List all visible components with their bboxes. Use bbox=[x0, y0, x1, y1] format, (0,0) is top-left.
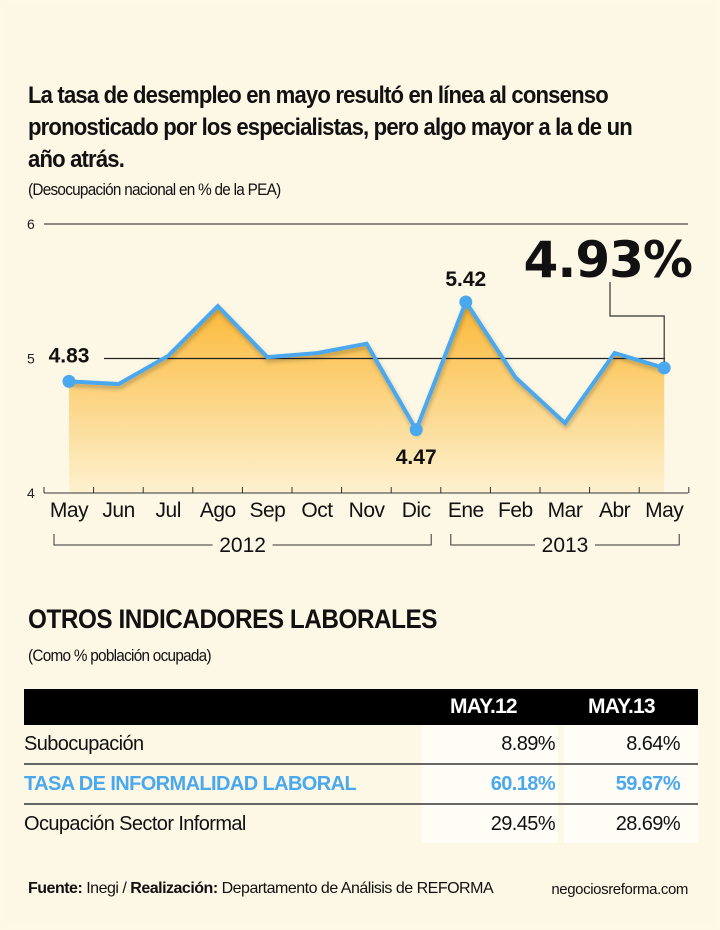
chart-subtitle: (Desocupación nacional en % de la PEA) bbox=[28, 180, 281, 199]
table-row-highlighted: TASA DE INFORMALIDAD LABORAL 60.18% 59.6… bbox=[24, 765, 698, 805]
x-tick-label: Abr bbox=[599, 499, 631, 522]
data-point-ago-3 bbox=[216, 304, 220, 308]
year-bracket-right bbox=[595, 534, 680, 546]
table-row: Subocupación 8.89% 8.64% bbox=[24, 725, 698, 765]
row-value-may13: 59.67% bbox=[615, 773, 681, 795]
row-value-may13: 8.64% bbox=[626, 733, 680, 755]
highlight-marker bbox=[409, 423, 423, 437]
x-tick-label: Jun bbox=[102, 499, 134, 522]
site-link[interactable]: negociosreforma.com bbox=[551, 881, 688, 898]
data-label: 4.83 bbox=[49, 344, 90, 367]
data-point-sep-4 bbox=[265, 355, 269, 359]
year-label: 2012 bbox=[219, 534, 266, 557]
y-tick-label: 4 bbox=[27, 485, 35, 501]
y-tick-label: 6 bbox=[27, 216, 35, 232]
credit-label: Realización: bbox=[130, 880, 218, 897]
x-tick-label: Feb bbox=[498, 499, 533, 522]
source-text: Inegi / bbox=[86, 880, 127, 897]
column-header-may12: MAY.12 bbox=[450, 695, 518, 718]
x-tick-label: Ene bbox=[448, 499, 484, 522]
year-bracket-right bbox=[272, 534, 432, 546]
area-fill bbox=[69, 302, 665, 493]
current-rate-callout: 4.93% bbox=[524, 231, 692, 289]
highlight-marker bbox=[459, 295, 473, 309]
source-label: Fuente: bbox=[28, 880, 83, 897]
x-tick-label: Jul bbox=[156, 499, 181, 522]
table-header: MAY.12 MAY.13 bbox=[24, 689, 698, 725]
x-tick-label: Dic bbox=[402, 499, 431, 522]
x-tick-label: Sep bbox=[249, 499, 285, 522]
data-label: 4.47 bbox=[396, 446, 437, 469]
series-line bbox=[68, 297, 665, 435]
x-tick-label: Nov bbox=[349, 499, 386, 522]
data-label: 5.42 bbox=[445, 268, 486, 291]
y-tick-label: 5 bbox=[27, 351, 35, 367]
row-value-may12: 8.89% bbox=[501, 733, 555, 755]
data-point-abr-11 bbox=[613, 351, 617, 355]
year-bracket-left bbox=[53, 534, 213, 546]
x-tick-label: May bbox=[50, 499, 89, 522]
highlight-marker bbox=[62, 374, 76, 388]
x-tick-label: Ago bbox=[200, 499, 236, 522]
row-label: Subocupación bbox=[24, 733, 144, 755]
data-point-nov-6 bbox=[365, 342, 369, 346]
x-tick-label: Oct bbox=[301, 499, 333, 522]
table-row: Ocupación Sector Informal 29.45% 28.69% bbox=[24, 805, 698, 843]
headline: La tasa de desempleo en mayo resultó en … bbox=[28, 82, 633, 173]
year-bracket-left bbox=[450, 534, 535, 546]
data-point-jun-1 bbox=[117, 382, 121, 386]
row-value-may12: 29.45% bbox=[490, 813, 556, 835]
callout-connector bbox=[609, 282, 665, 362]
data-point-mar-10 bbox=[563, 421, 567, 425]
section-title: OTROS INDICADORES LABORALES bbox=[28, 604, 438, 634]
row-value-may12: 60.18% bbox=[490, 773, 556, 795]
column-header-may13: MAY.13 bbox=[588, 695, 656, 718]
footer-credits: Fuente: Inegi / Realización: Departament… bbox=[28, 880, 494, 898]
credit-text: Departamento de Análisis de REFORMA bbox=[221, 880, 494, 897]
row-label: TASA DE INFORMALIDAD LABORAL bbox=[24, 773, 357, 795]
section-subtitle: (Como % población ocupada) bbox=[28, 646, 212, 665]
data-point-jul-2 bbox=[166, 354, 170, 358]
data-point-feb-9 bbox=[513, 375, 517, 379]
x-tick-label: May bbox=[645, 499, 684, 522]
x-tick-label: Mar bbox=[548, 499, 583, 522]
data-point-oct-5 bbox=[315, 351, 319, 355]
row-value-may13: 28.69% bbox=[615, 813, 681, 835]
row-label: Ocupación Sector Informal bbox=[24, 813, 246, 835]
highlight-marker bbox=[657, 361, 671, 375]
unemployment-chart: 4 5 6 May Jun Jul Ago Sep Oct Nov Dic Ene Feb Mar Abr M… bbox=[27, 216, 693, 557]
year-label: 2013 bbox=[542, 534, 589, 557]
indicators-table: MAY.12 MAY.13 Subocupación 8.89% 8.64% T… bbox=[24, 689, 698, 843]
